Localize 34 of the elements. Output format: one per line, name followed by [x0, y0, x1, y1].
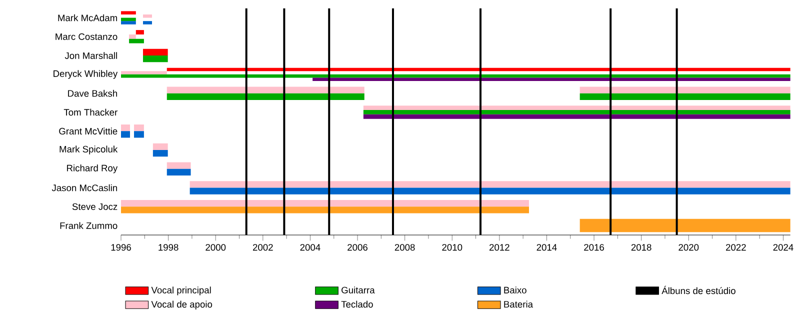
x-tick-label: 2000: [206, 244, 226, 251]
x-tick-label: 2020: [678, 244, 699, 251]
y-tick-label: Jon Marshall: [64, 52, 117, 59]
x-tick-label: 2022: [726, 244, 746, 251]
y-tick-label: Jason McCaslin: [52, 184, 117, 192]
legend-label: Bateria: [504, 300, 533, 308]
x-tick-label: 2014: [536, 244, 557, 251]
legend-label: Vocal principal: [151, 286, 211, 296]
y-tick-label: Mark Spicoluk: [60, 146, 118, 154]
x-tick-label: 2016: [584, 244, 604, 251]
y-tick-label: Mark McAdam: [58, 14, 117, 22]
legend-label: Vocal de apoio: [151, 300, 212, 310]
x-tick-label: 2004: [300, 244, 320, 251]
x-tick-label: 2012: [490, 244, 510, 251]
y-tick-label: Steve Jocz: [72, 203, 118, 210]
legend-label: Teclado: [341, 300, 373, 308]
legend-label: Baixo: [504, 286, 526, 294]
y-tick-label: Deryck Whibley: [54, 70, 118, 79]
y-tick-label: Grant McVittie: [59, 128, 118, 135]
y-tick-label: Marc Costanzo: [56, 33, 118, 40]
y-tick-label: Richard Roy: [67, 164, 118, 174]
x-tick-label: 2008: [394, 244, 415, 251]
legend-label: Guitarra: [342, 286, 375, 294]
x-tick-label: 2018: [631, 244, 652, 251]
x-tick-label: 1998: [158, 244, 178, 251]
legend-label: Álbuns de estúdio: [662, 286, 736, 294]
x-tick-label: 2010: [442, 244, 462, 251]
y-tick-label: Tom Thacker: [64, 108, 118, 116]
x-tick-label: 2002: [252, 244, 273, 251]
x-tick-label: 2006: [348, 244, 368, 251]
y-tick-label: Frank Zummo: [60, 222, 118, 229]
x-tick-label: 2024: [773, 244, 794, 251]
x-tick-label: 1996: [111, 244, 131, 251]
y-tick-label: Dave Baksh: [68, 90, 118, 97]
